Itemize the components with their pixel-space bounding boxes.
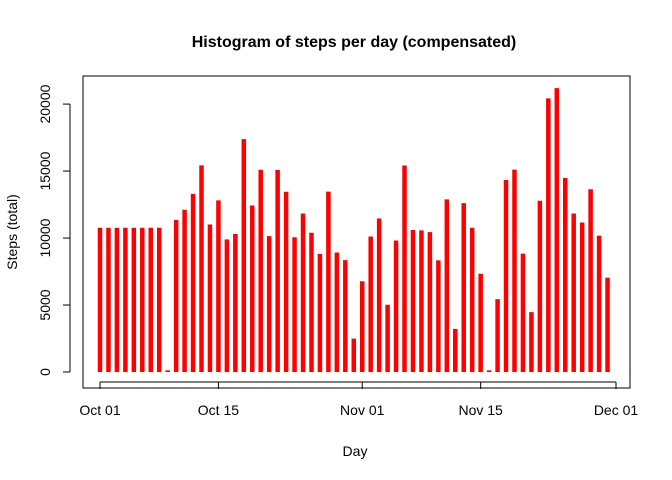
y-tick-label: 5000 xyxy=(37,289,53,320)
y-tick-label: 0 xyxy=(37,368,53,376)
y-tick-label: 15000 xyxy=(37,151,53,190)
x-axis: Oct 01 Oct 15 Nov 01 Nov 15 Dec 01 xyxy=(79,381,639,418)
y-axis-label: Steps (total) xyxy=(4,194,20,269)
y-tick-label: 20000 xyxy=(37,84,53,123)
y-tick-label: 10000 xyxy=(37,218,53,257)
chart-title: Histogram of steps per day (compensated) xyxy=(192,34,517,51)
x-axis-label: Day xyxy=(343,443,368,459)
bars-group xyxy=(97,88,610,372)
y-axis: 0 5000 10000 15000 20000 xyxy=(37,84,71,376)
x-tick-label: Nov 15 xyxy=(458,402,503,418)
x-tick-label: Nov 01 xyxy=(340,402,385,418)
plot-box xyxy=(82,75,631,389)
x-tick-label: Oct 15 xyxy=(198,402,239,418)
x-tick-label: Dec 01 xyxy=(594,402,639,418)
x-tick-label: Oct 01 xyxy=(79,402,120,418)
